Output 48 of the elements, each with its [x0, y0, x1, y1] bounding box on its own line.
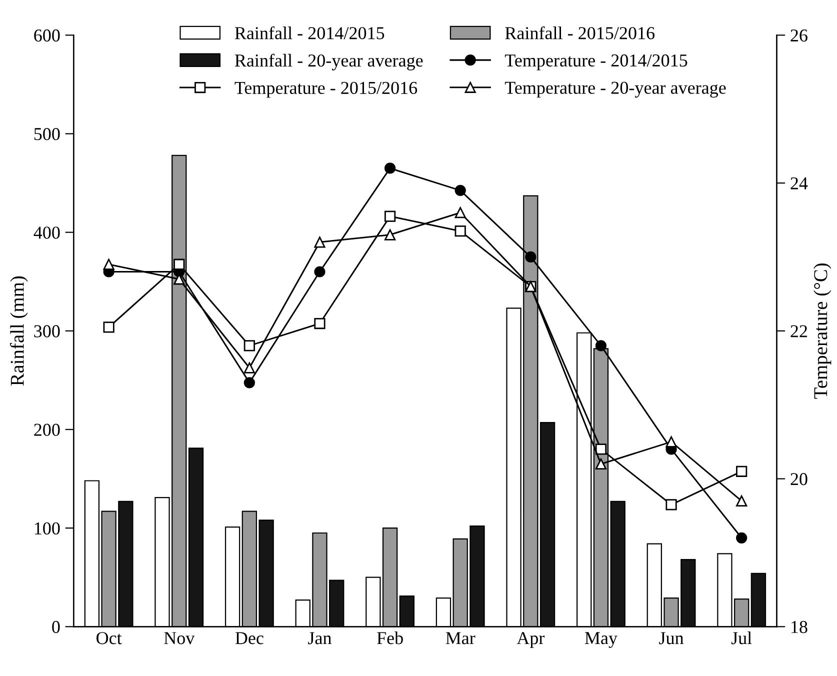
point: [103, 322, 114, 333]
y-tick-label: 600: [34, 29, 60, 42]
y-axis-title: Rainfall (mm): [10, 276, 28, 386]
legend-label: Temperature - 2015/2016: [234, 82, 418, 98]
y-tick-label: 400: [34, 226, 60, 239]
point: [525, 251, 536, 263]
point: [384, 162, 396, 174]
y2-axis-title: Temperature (°C): [814, 264, 832, 399]
point: [454, 184, 466, 196]
y2-tick-label: 18: [792, 620, 808, 634]
legend-label: Rainfall - 2014/2015: [234, 26, 384, 40]
x-tick-label: Jun: [659, 632, 684, 644]
point: [736, 466, 748, 477]
point: [595, 458, 607, 470]
x-tick-label: Mar: [446, 632, 476, 644]
legend-label: Rainfall - 20-year average: [234, 54, 423, 70]
point: [595, 340, 607, 352]
x-tick-label: Nov: [164, 632, 195, 644]
point: [736, 532, 748, 544]
point: [454, 226, 466, 237]
y-tick-label: 0: [52, 620, 60, 634]
y2-tick-label: 20: [790, 473, 808, 486]
x-tick-label: Feb: [377, 632, 403, 644]
point: [314, 266, 326, 278]
x-tick-label: Dec: [235, 632, 264, 644]
y2-tick-label: 24: [790, 177, 808, 190]
y-tick-label: 500: [34, 128, 60, 140]
y-tick-label: 200: [34, 424, 60, 436]
legend-label: Rainfall - 2015/2016: [505, 26, 655, 40]
legend-label: Temperature - 20-year average: [504, 82, 726, 98]
point: [244, 377, 255, 388]
x-tick-label: May: [584, 632, 618, 648]
y-tick-label: 300: [34, 325, 60, 338]
point: [384, 210, 396, 222]
x-tick-label: Oct: [96, 632, 122, 644]
point: [666, 499, 677, 510]
y2-tick-label: 22: [790, 325, 807, 338]
legend-label: Temperature - 2014/2015: [504, 54, 688, 70]
x-tick-label: Jan: [308, 632, 332, 644]
y2-tick-label: 26: [790, 29, 808, 42]
point: [314, 236, 326, 248]
y-tick-label: 100: [34, 522, 60, 535]
x-tick-label: Apr: [516, 632, 545, 648]
point: [314, 318, 326, 330]
x-tick-label: Jul: [731, 632, 752, 644]
point: [595, 444, 607, 455]
point: [244, 340, 255, 352]
point: [174, 258, 185, 270]
